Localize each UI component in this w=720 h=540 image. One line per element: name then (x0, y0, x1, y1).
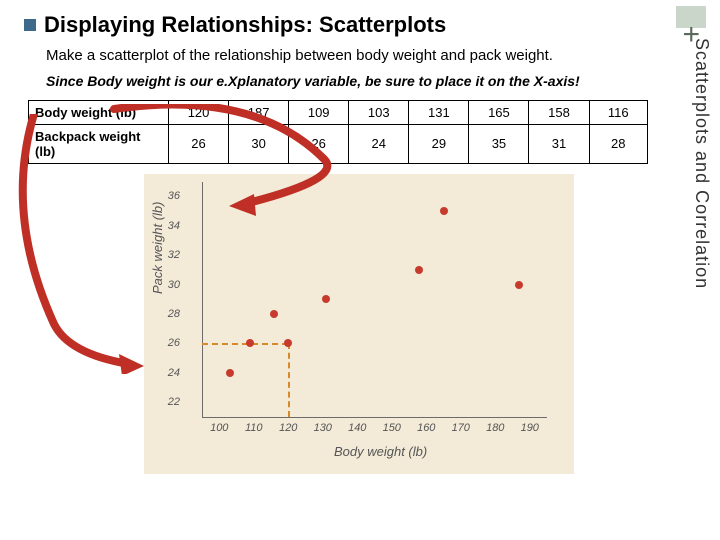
scatter-point (270, 310, 278, 318)
y-tick-label: 34 (168, 220, 180, 232)
scatter-point (415, 266, 423, 274)
x-tick-label: 180 (486, 422, 504, 434)
slide-note: Since Body weight is our e.Xplanatory va… (46, 72, 606, 90)
table-cell: 165 (469, 100, 529, 124)
table-cell: 35 (469, 124, 529, 163)
y-axis-label: Pack weight (lb) (150, 201, 165, 293)
slide-title: Displaying Relationships: Scatterplots (44, 12, 446, 38)
y-tick-label: 32 (168, 249, 180, 261)
row-label: Body weight (lb) (29, 100, 169, 124)
slide-subtitle: Make a scatterplot of the relationship b… (46, 46, 606, 66)
table-cell: 29 (409, 124, 469, 163)
title-prefix: Displaying (44, 12, 155, 37)
y-tick-label: 24 (168, 367, 180, 379)
plot-area (202, 182, 547, 417)
data-table: Body weight (lb)120187109103131165158116… (28, 100, 648, 164)
scatter-point (246, 339, 254, 347)
scatter-point (440, 207, 448, 215)
x-tick-label: 110 (245, 422, 263, 434)
x-tick-label: 130 (314, 422, 332, 434)
scatter-point (322, 295, 330, 303)
scatter-chart: 22 24 26 28 30 32 34 36 100 110 120 130 140 150 160 17… (144, 174, 574, 474)
x-tick-label: 160 (417, 422, 435, 434)
data-table-body: Body weight (lb)120187109103131165158116… (29, 100, 648, 163)
table-cell: 158 (529, 100, 589, 124)
slide-title-row: Displaying Relationships: Scatterplots (24, 12, 700, 38)
table-cell: 120 (169, 100, 229, 124)
y-tick-label: 26 (168, 337, 180, 349)
sidebar-tab: Scatterplots and Correlation (691, 38, 712, 289)
table-row: Backpack weight (lb)2630262429353128 (29, 124, 648, 163)
table-cell: 28 (589, 124, 647, 163)
y-tick-label: 28 (168, 308, 180, 320)
row-label: Backpack weight (lb) (29, 124, 169, 163)
swoosh-arrow-1 (119, 354, 144, 374)
table-cell: 131 (409, 100, 469, 124)
x-axis-label: Body weight (lb) (334, 444, 427, 459)
title-rest: Relationships: Scatterplots (155, 12, 446, 37)
y-tick-label: 30 (168, 279, 180, 291)
scatter-point (226, 369, 234, 377)
table-cell: 187 (229, 100, 289, 124)
x-tick-label: 190 (521, 422, 539, 434)
x-tick-label: 100 (210, 422, 228, 434)
table-cell: 30 (229, 124, 289, 163)
title-bullet-icon (24, 19, 36, 31)
scatter-point (515, 281, 523, 289)
table-row: Body weight (lb)120187109103131165158116 (29, 100, 648, 124)
table-cell: 109 (289, 100, 349, 124)
scatter-point (284, 339, 292, 347)
y-tick-label: 22 (168, 396, 180, 408)
table-cell: 31 (529, 124, 589, 163)
table-cell: 116 (589, 100, 647, 124)
table-cell: 26 (169, 124, 229, 163)
x-tick-label: 150 (383, 422, 401, 434)
x-tick-label: 140 (348, 422, 366, 434)
x-tick-label: 170 (452, 422, 470, 434)
table-cell: 103 (349, 100, 409, 124)
table-cell: 26 (289, 124, 349, 163)
table-cell: 24 (349, 124, 409, 163)
y-tick-label: 36 (168, 190, 180, 202)
x-tick-label: 120 (279, 422, 297, 434)
